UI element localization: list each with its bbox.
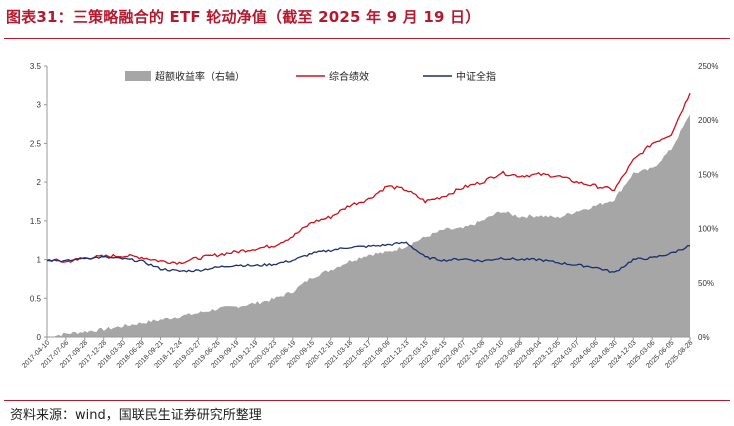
legend: 超额收益率（右轴） 综合绩效 中证全指 [125,70,496,83]
series-line-combined [46,92,691,266]
axis-layer [44,65,691,340]
y-tick-label: 0.5 [30,294,42,303]
chart-title: 图表31：三策略融合的 ETF 轮动净值（截至 2025 年 9 月 19 日） [6,8,481,26]
top-rule [4,38,730,39]
legend-label-index: 中证全指 [456,70,496,83]
legend-swatch-excess [125,71,151,81]
source-note: 资料来源：wind，国联民生证券研究所整理 [10,408,262,423]
y2-tick-label: 250% [698,62,718,71]
series-line-index [47,241,691,274]
y2-tick-label: 100% [698,225,718,234]
line-layer [46,92,691,274]
y2-tick-label: 0% [698,333,710,342]
bottom-rule [4,400,730,401]
legend-label-combined: 综合绩效 [329,70,369,83]
y2-tick-label: 50% [698,279,714,288]
y-tick-label: 0 [37,333,42,342]
y-tick-label: 2 [37,178,42,187]
y2-tick-label: 200% [698,116,718,125]
y2-tick-label: 150% [698,170,718,179]
series-area-excess [47,114,690,337]
y-tick-label: 1 [37,256,42,265]
legend-label-excess: 超额收益率（右轴） [155,70,245,83]
area-layer [47,114,690,337]
y-tick-label: 3 [37,101,42,110]
y-tick-label: 1.5 [30,217,42,226]
y-tick-label: 3.5 [30,62,42,71]
y-tick-label: 2.5 [30,139,42,148]
